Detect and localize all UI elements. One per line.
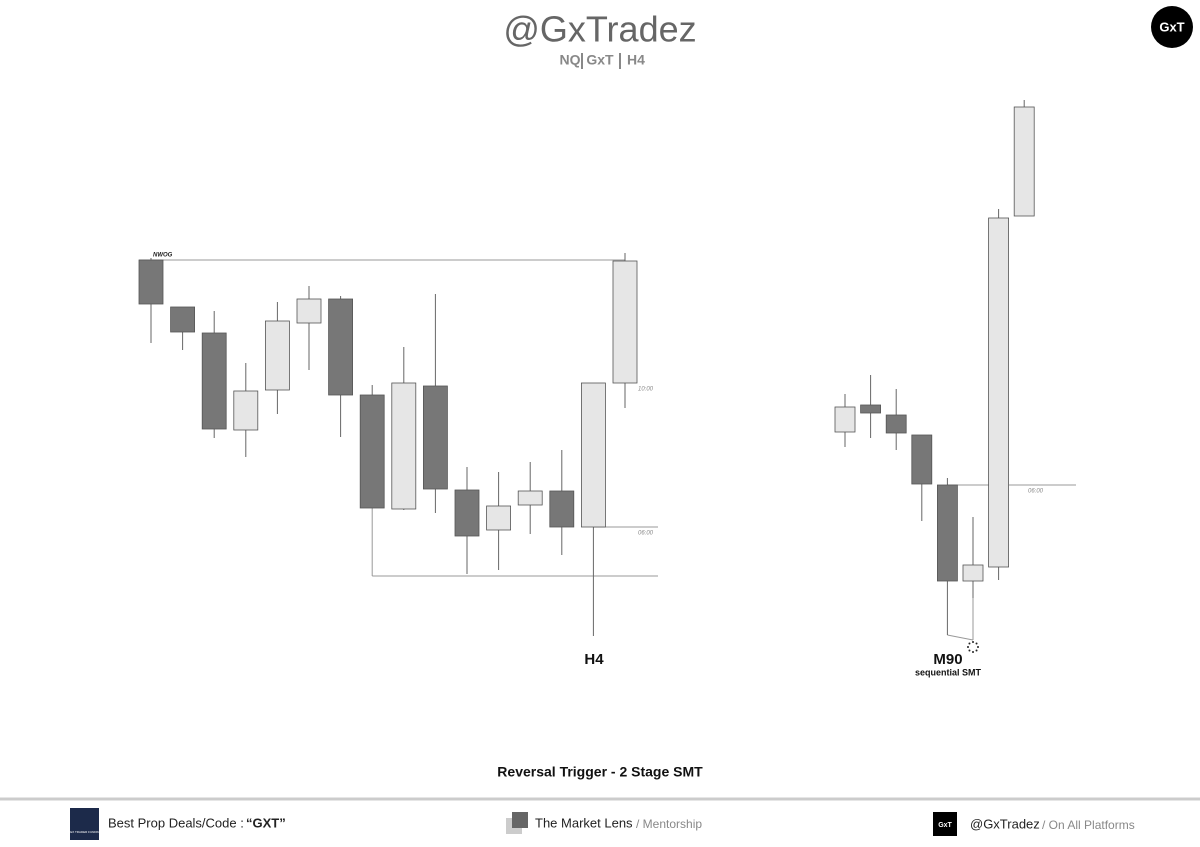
apex-logo — [70, 808, 99, 840]
footer-label: Best Prop Deals/Code : — [108, 815, 244, 830]
candle-body — [860, 404, 881, 414]
candle-body — [328, 298, 354, 396]
logo-text: GxT — [1159, 19, 1184, 34]
candle-body — [988, 217, 1009, 568]
loading-dot — [975, 649, 978, 652]
caption: Reversal Trigger - 2 Stage SMT — [497, 764, 703, 780]
subtitle-part: GxT — [586, 52, 614, 68]
loading-dot — [975, 642, 978, 645]
candle-body — [962, 564, 984, 582]
logo — [1151, 6, 1193, 48]
candle-body — [233, 390, 259, 431]
gxt-logo — [933, 812, 957, 836]
gxt-logo-text: GxT — [938, 822, 952, 829]
candle-body — [885, 414, 907, 434]
loading-dot — [968, 649, 971, 652]
title: @GxTradez — [503, 9, 696, 50]
loading-dot — [967, 646, 969, 648]
candle-body — [911, 434, 933, 485]
subtitle-part: H4 — [627, 52, 645, 68]
annotation: 06:00 — [1028, 489, 1044, 495]
candle-body — [581, 382, 606, 528]
chart-label: M90 — [933, 651, 962, 668]
candle-body — [549, 490, 575, 528]
annotation: 06:00 — [638, 531, 654, 537]
smt-line — [947, 634, 974, 641]
candle-body — [486, 505, 512, 531]
candle-body — [517, 490, 543, 506]
loading-dot — [972, 641, 974, 643]
chart-subtitle: sequential SMT — [915, 667, 982, 677]
candle-body — [296, 298, 322, 324]
lens-logo — [512, 812, 528, 828]
loading-dot — [977, 646, 979, 648]
loading-dot — [972, 651, 974, 653]
subtitle-part: NQ — [560, 52, 581, 68]
candle-body — [391, 382, 417, 510]
footer-code: “GXT” — [246, 815, 286, 830]
loading-dot — [968, 642, 971, 645]
footer — [0, 798, 1200, 847]
candle-body — [170, 306, 196, 333]
candle-body — [201, 332, 227, 430]
candle-body — [454, 489, 480, 537]
candle-body — [422, 385, 448, 490]
footer-name: The Market Lens — [535, 815, 633, 830]
candle-body — [937, 484, 958, 582]
candle-body — [834, 406, 856, 433]
footer-suffix: / On All Platforms — [1042, 818, 1135, 832]
candle-body — [359, 394, 385, 509]
candle-body — [1013, 106, 1035, 217]
candle-body — [138, 259, 164, 305]
candle-body — [264, 320, 290, 391]
candle-body — [612, 260, 638, 384]
chart-label: H4 — [584, 651, 604, 668]
footer-suffix: / Mentorship — [636, 817, 702, 831]
apex-logo-text: APEX TRADER FUNDING — [66, 830, 102, 834]
footer-handle: @GxTradez — [970, 816, 1040, 831]
annotation: NWOG — [153, 253, 173, 259]
annotation: 10:00 — [638, 387, 654, 393]
